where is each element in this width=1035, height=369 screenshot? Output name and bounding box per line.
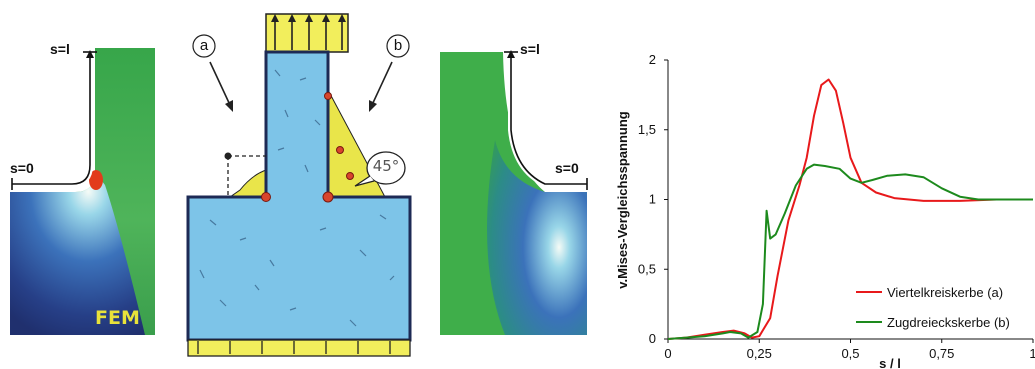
fem-field-blue-right	[487, 140, 587, 335]
arrow-a-icon	[225, 100, 233, 112]
y-tick-label: 0,5	[638, 261, 656, 276]
x-tick-label: 0,75	[929, 346, 954, 361]
series-line-1	[667, 163, 1033, 340]
x-tick-label: 0	[664, 346, 671, 361]
path-line	[12, 52, 91, 185]
bottom-load-block	[187, 339, 411, 357]
legend-label-0: Viertelkreiskerbe (a)	[887, 285, 1003, 300]
y-tick-label: 0	[649, 331, 656, 346]
arrow-b-icon	[369, 100, 377, 112]
angle-bubble	[366, 151, 406, 185]
fillet-a	[228, 169, 267, 198]
fem-panel-quarter-circle	[10, 48, 155, 335]
notch-sketch	[186, 13, 412, 357]
fem-panel-triangle	[440, 50, 588, 335]
y-axis-label: v.Mises-Vergleichsspannung	[615, 111, 630, 289]
label-b-circle	[386, 34, 410, 58]
fem-field-blue	[10, 172, 145, 335]
arrow-up-icon	[86, 50, 94, 58]
label-s-0-left: s=0	[10, 160, 34, 176]
y-tick-label: 2	[649, 52, 656, 67]
top-load-arrows	[274, 18, 343, 50]
label-b: b	[393, 37, 403, 54]
y-tick-label: 1	[649, 192, 656, 207]
label-s-l-left: s=l	[50, 41, 70, 57]
x-tick-label: 1	[1029, 346, 1035, 361]
axes: 0 0,5 1 1,5 2 0 0,25 0,5 0,75 1	[638, 52, 1035, 361]
x-tick-label: 0,5	[841, 346, 859, 361]
label-fem: FEM	[95, 307, 140, 329]
label-s-0-right: s=0	[555, 160, 579, 176]
series-line-0	[667, 78, 1033, 340]
arrow-up-right-icon	[507, 50, 515, 58]
label-a-circle	[192, 34, 216, 58]
series-lines	[667, 78, 1033, 340]
stress-hotspot	[89, 170, 103, 190]
y-tick-label: 1,5	[638, 122, 656, 137]
texture	[199, 69, 395, 327]
angle-text: 45°	[372, 157, 400, 175]
stress-chart: 0 0,5 1 1,5 2 0 0,25 0,5 0,75 1 Viertelkreiskerbe…	[615, 52, 1035, 369]
x-tick-label: 0,25	[747, 346, 772, 361]
legend: Viertelkreiskerbe (a) Zugdreieckskerbe (b…	[856, 285, 1010, 330]
path-line-right	[510, 52, 587, 185]
x-axis-label: s / l	[879, 356, 901, 369]
label-a: a	[199, 37, 209, 54]
legend-label-1: Zugdreieckskerbe (b)	[887, 315, 1010, 330]
label-s-l-right: s=l	[520, 41, 540, 57]
